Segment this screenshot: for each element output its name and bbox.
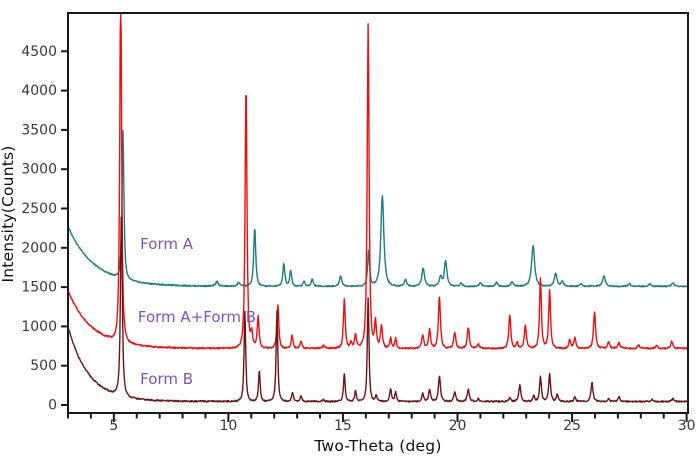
- series-label-form-a: Form A: [140, 234, 193, 253]
- series-form-a-form-b-line: [69, 14, 687, 350]
- y-tick-label-1500: 1500: [21, 280, 57, 296]
- series-form-a-line: [69, 129, 687, 288]
- series-form-b-line: [69, 216, 687, 403]
- x-tick-label-15: 15: [334, 418, 352, 434]
- x-tick-label-30: 30: [678, 418, 696, 434]
- y-tick-label-1000: 1000: [21, 319, 57, 335]
- series-label-form-b: Form B: [140, 369, 194, 388]
- y-tick-label-2500: 2500: [21, 201, 57, 217]
- x-axis-title: Two-Theta (deg): [314, 437, 442, 455]
- y-tick-label-4000: 4000: [21, 83, 57, 99]
- x-tick-label-25: 25: [563, 418, 581, 434]
- y-tick-label-3000: 3000: [21, 162, 57, 178]
- y-tick-label-4500: 4500: [21, 44, 57, 60]
- y-tick-label-0: 0: [48, 398, 57, 414]
- y-tick-label-2000: 2000: [21, 240, 57, 256]
- y-axis-title: Intensity(Counts): [0, 145, 17, 283]
- y-tick-label-3500: 3500: [21, 122, 57, 138]
- series-label-form-a-form-b: Form A+Form B: [137, 308, 257, 327]
- x-tick-label-5: 5: [109, 418, 118, 434]
- x-tick-label-10: 10: [219, 418, 237, 434]
- x-tick-label-20: 20: [449, 418, 467, 434]
- y-tick-label-500: 500: [30, 358, 57, 374]
